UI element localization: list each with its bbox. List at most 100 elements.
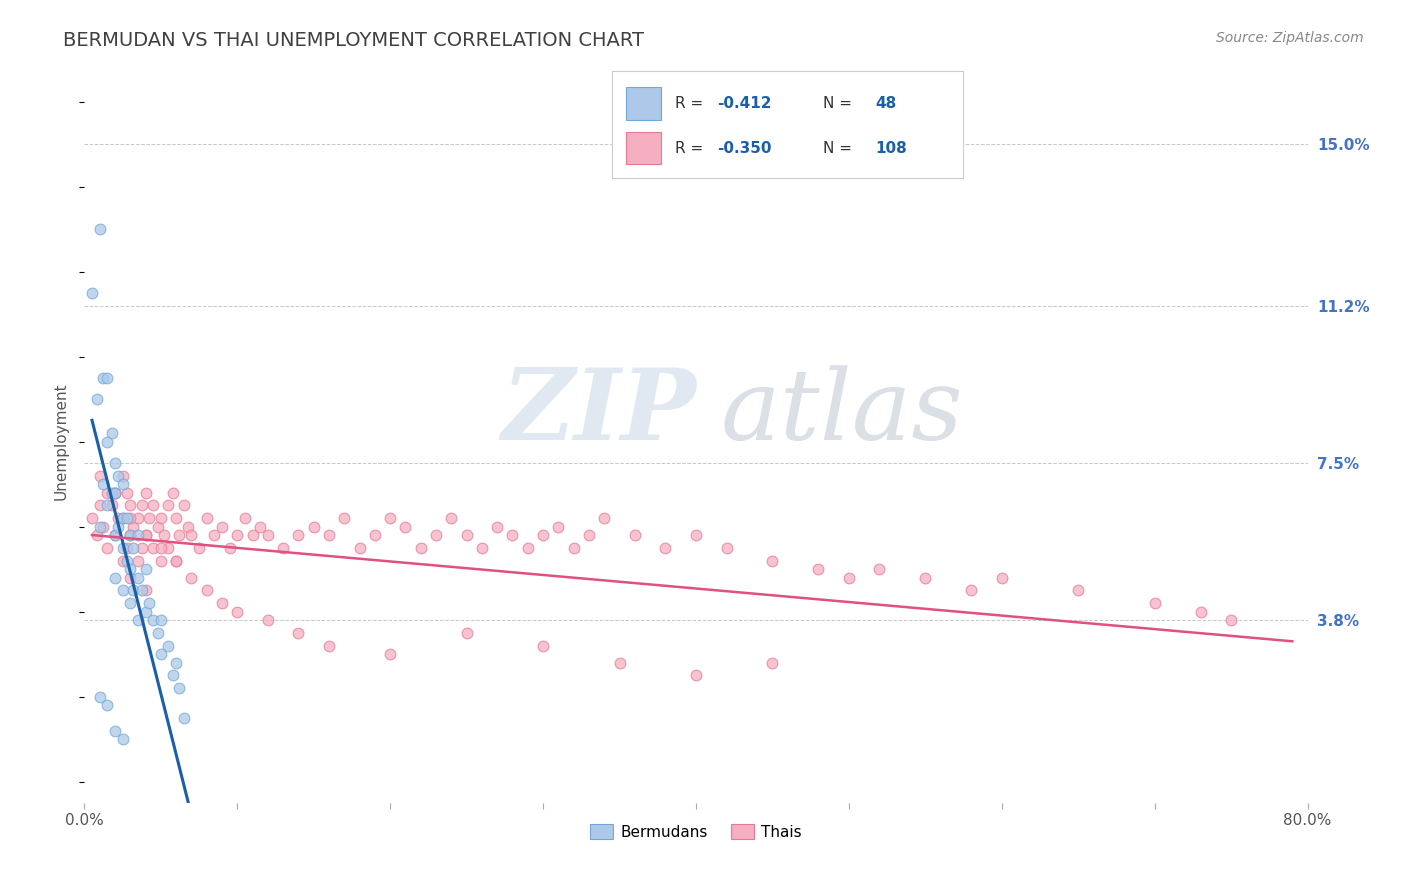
Point (104, 723, 127, 738)
Point (516, 541, 538, 555)
Point (115, 485, 138, 500)
Point (96, 541, 118, 555)
Point (531, 528, 554, 542)
Point (180, 528, 202, 542)
Point (127, 528, 149, 542)
Point (531, 639, 554, 653)
Point (104, 485, 127, 500)
Point (807, 562, 830, 576)
Point (89, 519, 111, 533)
Point (165, 511, 187, 525)
Point (218, 541, 240, 555)
Point (142, 498, 165, 512)
Point (425, 528, 447, 542)
Point (138, 596, 160, 610)
Point (111, 541, 134, 555)
Point (195, 583, 218, 598)
Point (115, 553, 138, 567)
Point (409, 541, 432, 555)
Point (287, 625, 309, 640)
Point (86, 392, 108, 406)
Point (89, 222, 111, 236)
Point (502, 528, 524, 542)
Point (257, 528, 280, 542)
Point (838, 570, 860, 584)
Point (624, 528, 647, 542)
Point (131, 498, 153, 512)
Point (869, 562, 891, 576)
Point (380, 511, 402, 525)
Point (104, 456, 127, 470)
Point (135, 583, 157, 598)
Point (149, 613, 172, 627)
Y-axis label: Unemployment: Unemployment (53, 383, 69, 500)
Text: BERMUDAN VS THAI UNEMPLOYMENT CORRELATION CHART: BERMUDAN VS THAI UNEMPLOYMENT CORRELATIO… (63, 31, 644, 50)
Bar (626, 87, 661, 120)
Point (115, 541, 138, 555)
Point (101, 485, 124, 500)
Text: -0.412: -0.412 (717, 96, 772, 111)
Point (138, 511, 160, 525)
Point (101, 425, 124, 440)
Point (1143, 596, 1166, 610)
Point (135, 528, 157, 542)
Bar (626, 132, 661, 164)
Point (685, 668, 707, 682)
Point (960, 583, 983, 598)
Point (180, 570, 202, 584)
Point (122, 519, 145, 533)
Point (111, 732, 134, 747)
Point (127, 553, 149, 567)
Point (111, 583, 134, 598)
Text: N =: N = (823, 96, 856, 111)
Point (96, 698, 118, 712)
Point (122, 541, 145, 555)
Point (202, 528, 225, 542)
Point (162, 668, 184, 682)
Point (157, 639, 180, 653)
Point (1067, 583, 1090, 598)
Point (101, 498, 124, 512)
Point (440, 511, 463, 525)
Point (149, 553, 172, 567)
Point (111, 511, 134, 525)
Point (107, 519, 129, 533)
Point (104, 485, 127, 500)
Point (257, 613, 280, 627)
Point (120, 562, 142, 576)
Point (188, 541, 211, 555)
Point (104, 570, 127, 584)
Point (120, 528, 142, 542)
Point (120, 498, 142, 512)
Point (271, 541, 294, 555)
Point (562, 541, 585, 555)
Point (486, 519, 509, 533)
Point (287, 528, 309, 542)
Point (165, 553, 187, 567)
Text: atlas: atlas (720, 365, 963, 460)
Point (111, 477, 134, 491)
Point (89, 468, 111, 483)
Point (211, 519, 233, 533)
Point (149, 511, 172, 525)
Point (120, 570, 142, 584)
Point (173, 711, 195, 725)
Point (165, 656, 187, 670)
Point (685, 528, 707, 542)
Point (1220, 613, 1243, 627)
Point (761, 553, 783, 567)
Point (165, 553, 187, 567)
Point (349, 541, 371, 555)
Point (120, 528, 142, 542)
Point (654, 541, 676, 555)
Point (80, 285, 103, 300)
Point (211, 596, 233, 610)
Point (456, 625, 478, 640)
Point (111, 553, 134, 567)
Point (96, 434, 118, 449)
Point (233, 511, 256, 525)
Point (91, 477, 114, 491)
Point (107, 468, 129, 483)
Point (115, 511, 138, 525)
Point (149, 541, 172, 555)
